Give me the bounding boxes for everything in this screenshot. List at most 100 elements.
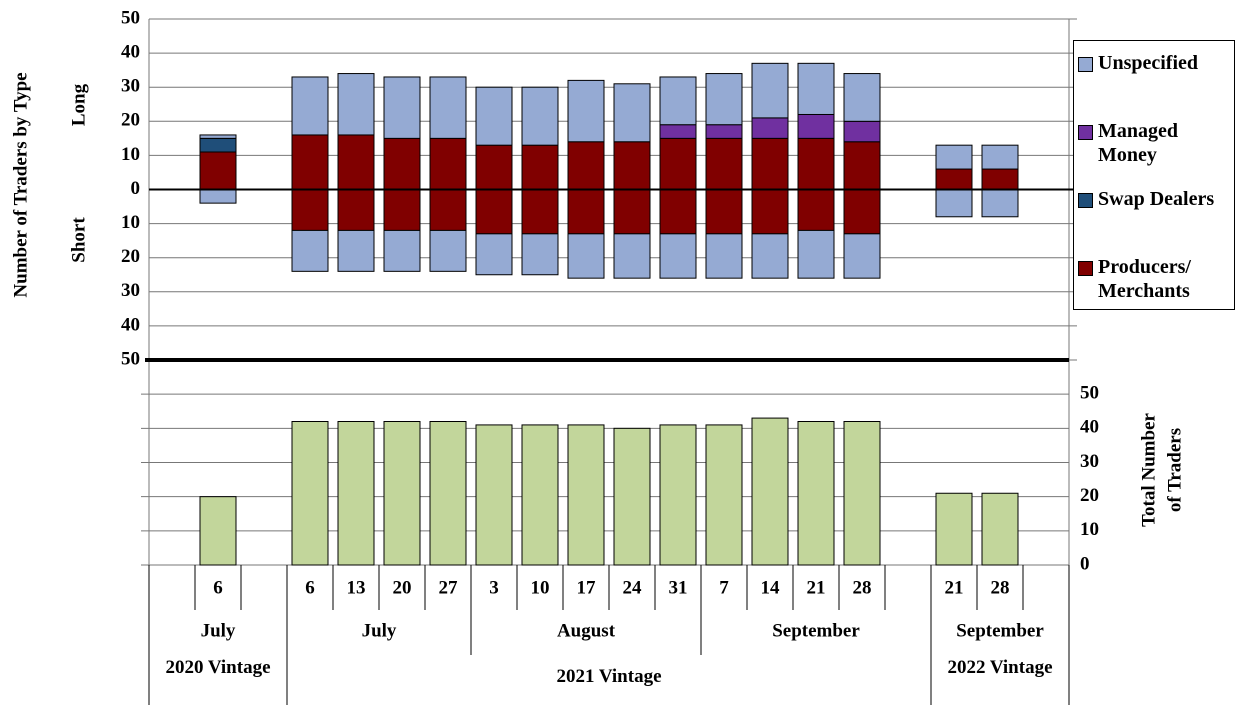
bar-long xyxy=(521,86,559,146)
bar-total xyxy=(981,492,1019,566)
bar-long xyxy=(199,134,237,139)
legend-label: Managed Money xyxy=(1098,120,1178,166)
x-tick-label: 6 xyxy=(213,577,223,598)
bar-long xyxy=(843,120,881,143)
y2-tick-label: 10 xyxy=(1080,519,1099,540)
bar-long xyxy=(843,141,881,190)
bar-short xyxy=(613,189,651,235)
x-tick-label: 3 xyxy=(489,577,499,598)
bar-long xyxy=(199,137,237,153)
bar-short xyxy=(751,189,789,235)
legend-label: Swap Dealers xyxy=(1098,188,1215,210)
y2-tick-label: 40 xyxy=(1080,417,1099,438)
bar-long xyxy=(751,137,789,191)
month-label: August xyxy=(557,620,616,641)
bar-long xyxy=(567,141,605,190)
x-tick-label: 28 xyxy=(991,577,1010,598)
bar-long xyxy=(475,86,513,146)
bar-long xyxy=(429,137,467,191)
bar-short xyxy=(429,189,467,231)
x-tick-label: 17 xyxy=(577,577,597,598)
bar-long xyxy=(797,62,835,115)
bar-long xyxy=(291,76,329,136)
legend-label: Producers/ Merchants xyxy=(1098,256,1191,302)
vintage-label: 2022 Vintage xyxy=(947,657,1053,678)
bar-short xyxy=(291,229,329,272)
vintage-label: 2021 Vintage xyxy=(556,666,662,687)
bar-long xyxy=(751,117,789,139)
bar-short xyxy=(981,189,1019,218)
bar-long xyxy=(981,168,1019,190)
y-tick-label: 10 xyxy=(121,144,140,165)
bar-short xyxy=(383,189,421,231)
short-label: Short xyxy=(68,217,89,263)
y-tick-label: 40 xyxy=(121,41,140,62)
bar-short xyxy=(521,233,559,276)
y-tick-label: 40 xyxy=(121,314,140,335)
bar-long xyxy=(337,134,375,191)
y2-tick-label: 20 xyxy=(1080,485,1099,506)
y2-tick-label: 0 xyxy=(1080,553,1090,574)
bar-short xyxy=(751,233,789,279)
bar-total xyxy=(337,421,375,566)
bar-long xyxy=(291,134,329,191)
bar-total xyxy=(659,424,697,566)
bar-short xyxy=(843,189,881,235)
bar-short xyxy=(475,189,513,235)
x-tick-label: 27 xyxy=(439,577,459,598)
bar-total xyxy=(751,417,789,566)
bar-long xyxy=(567,79,605,143)
bar-short xyxy=(797,229,835,279)
month-label: September xyxy=(956,620,1044,641)
x-tick-label: 21 xyxy=(807,577,826,598)
bar-long xyxy=(521,144,559,190)
long-label: Long xyxy=(68,83,89,126)
x-tick-label: 21 xyxy=(945,577,964,598)
bar-long xyxy=(199,151,237,191)
x-tick-label: 7 xyxy=(719,577,729,598)
bar-short xyxy=(475,233,513,276)
bar-short xyxy=(337,189,375,231)
bar-long xyxy=(843,73,881,122)
x-tick-label: 28 xyxy=(853,577,872,598)
bar-total xyxy=(567,424,605,566)
legend-label: Unspecified xyxy=(1098,52,1198,74)
bar-short xyxy=(659,189,697,235)
bar-long xyxy=(705,137,743,191)
bar-long xyxy=(797,137,835,191)
bar-total xyxy=(797,421,835,566)
bar-long xyxy=(429,76,467,139)
bar-short xyxy=(521,189,559,235)
x-tick-label: 24 xyxy=(623,577,643,598)
bar-short xyxy=(199,189,237,204)
bar-total xyxy=(521,424,559,566)
bar-long xyxy=(935,144,973,170)
bar-total xyxy=(383,421,421,566)
bar-long xyxy=(659,137,697,191)
bar-short xyxy=(659,233,697,279)
y2-axis-title: of Traders xyxy=(1164,428,1185,512)
bar-total xyxy=(475,424,513,566)
bar-long xyxy=(705,124,743,139)
bar-short xyxy=(797,189,835,231)
y2-tick-label: 30 xyxy=(1080,451,1099,472)
legend-swatch xyxy=(1078,57,1093,72)
bar-total xyxy=(429,421,467,566)
bar-long xyxy=(751,62,789,119)
y2-tick-label: 50 xyxy=(1080,383,1099,404)
y-tick-label: 30 xyxy=(121,76,140,97)
bar-total xyxy=(705,424,743,566)
bar-short xyxy=(429,229,467,272)
y-tick-label: 10 xyxy=(121,212,140,233)
bar-short xyxy=(567,189,605,235)
bar-short xyxy=(337,229,375,272)
x-tick-label: 31 xyxy=(669,577,688,598)
x-tick-label: 10 xyxy=(531,577,550,598)
bar-short xyxy=(383,229,421,272)
legend: Producers/ Merchants Swap Dealers Managed … xyxy=(1073,40,1235,310)
month-label: July xyxy=(201,620,236,641)
bar-long xyxy=(383,76,421,139)
bar-long xyxy=(981,144,1019,170)
bar-long xyxy=(705,73,743,126)
